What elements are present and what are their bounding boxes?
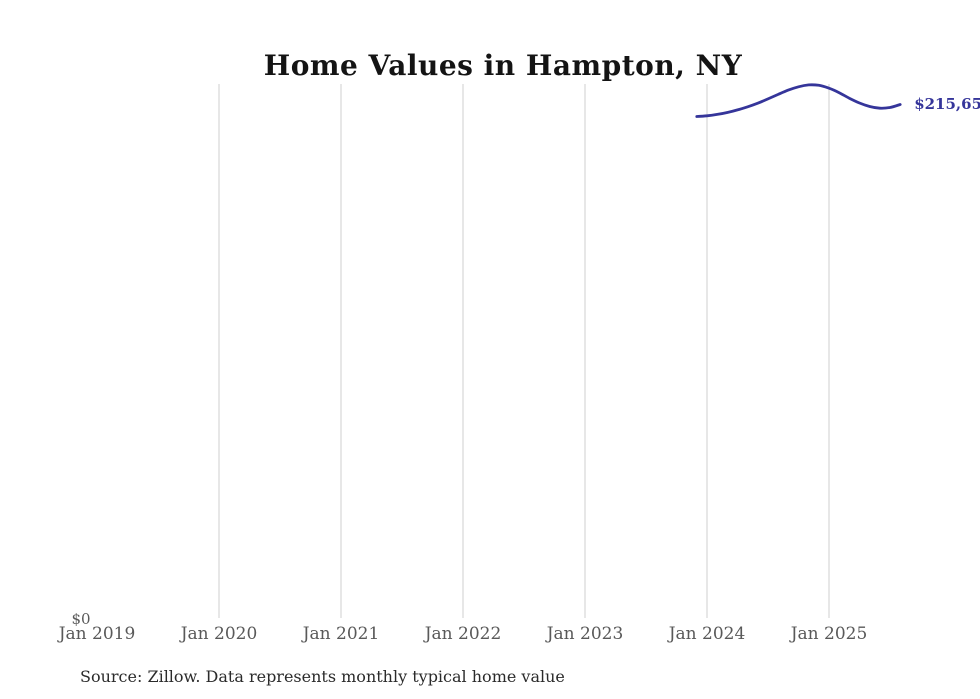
latest-value-label: $215,655: [914, 95, 980, 113]
x-axis-tick-label: Jan 2024: [668, 624, 746, 644]
x-axis-tick-label: Jan 2025: [790, 624, 868, 644]
y-axis-zero-label: $0: [71, 610, 91, 628]
gridlines: [218, 84, 830, 618]
x-axis-tick-label: Jan 2020: [180, 624, 258, 644]
chart-title: Home Values in Hampton, NY: [263, 48, 743, 82]
x-axis-tick-label: Jan 2023: [546, 624, 624, 644]
source-note: Source: Zillow. Data represents monthly …: [80, 667, 565, 686]
x-axis-tick-label: Jan 2021: [302, 624, 380, 644]
x-axis-tick-label: Jan 2019: [58, 624, 136, 644]
x-axis-tick-label: Jan 2022: [424, 624, 502, 644]
home-value-line: [695, 83, 902, 118]
